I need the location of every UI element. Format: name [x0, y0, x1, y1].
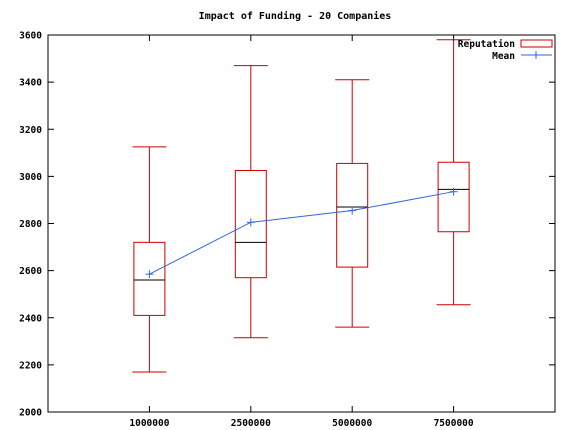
mean-line — [149, 191, 454, 275]
legend-label-reputation: Reputation — [458, 39, 515, 50]
x-tick-label: 1000000 — [129, 418, 169, 429]
mean-point — [145, 270, 154, 279]
plot-border — [47, 34, 556, 413]
y-tick-label: 3600 — [19, 31, 42, 42]
box-body — [437, 161, 470, 233]
plot-frame — [47, 34, 556, 413]
y-tick-label: 2600 — [19, 266, 42, 277]
box-body — [133, 241, 166, 316]
mean-point — [348, 206, 357, 215]
x-tick-label: 2500000 — [231, 418, 271, 429]
y-tick-label: 2800 — [19, 219, 42, 230]
legend-swatch-reputation — [520, 39, 553, 48]
box-body — [234, 169, 267, 279]
y-tick-label: 3400 — [19, 78, 42, 89]
box-body — [336, 162, 369, 268]
x-axis: 1000000 2500000 5000000 7500000 — [129, 35, 474, 429]
x-tick-label: 7500000 — [434, 418, 474, 429]
y-tick-label: 3000 — [19, 172, 42, 183]
mean-series — [145, 187, 458, 279]
y-tick-label: 3200 — [19, 125, 42, 136]
box-1000000 — [132, 146, 167, 373]
y-tick-label: 2400 — [19, 313, 42, 324]
box-7500000 — [436, 39, 471, 306]
box-series — [132, 39, 471, 373]
y-tick-label: 2000 — [19, 408, 42, 419]
legend-label-mean: Mean — [492, 51, 515, 62]
chart-title: Impact of Funding - 20 Companies — [199, 10, 392, 22]
y-axis: 2000 2200 2400 2600 2800 3000 3200 3400 3600 — [19, 31, 555, 419]
mean-point — [246, 218, 255, 227]
box-5000000 — [335, 79, 370, 328]
box-2500000 — [233, 65, 268, 339]
x-tick-label: 5000000 — [332, 418, 372, 429]
y-tick-label: 2200 — [19, 360, 42, 371]
mean-point — [449, 187, 458, 196]
